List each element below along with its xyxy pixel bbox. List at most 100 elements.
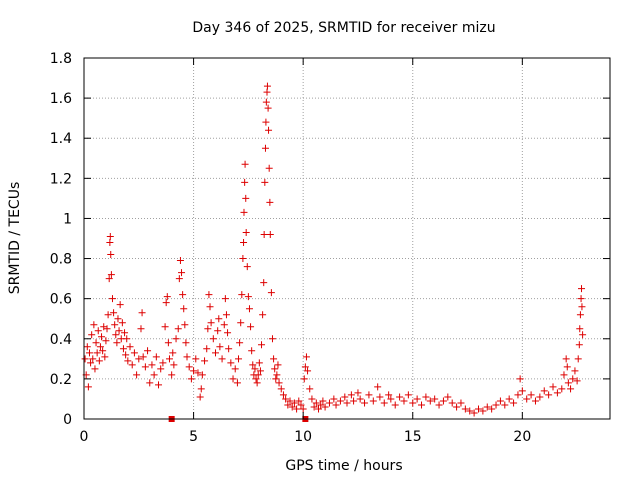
plus-marker — [187, 375, 195, 383]
plus-marker — [89, 355, 97, 363]
plus-marker — [549, 383, 557, 391]
plus-marker — [270, 355, 278, 363]
plus-marker — [138, 309, 146, 317]
x-tick-label: 0 — [80, 429, 89, 445]
plus-marker — [332, 401, 340, 409]
plus-marker — [222, 311, 230, 319]
plus-marker — [302, 353, 310, 361]
plus-marker — [114, 315, 122, 323]
plus-marker — [295, 397, 303, 405]
plus-marker — [518, 387, 526, 395]
plus-marker — [272, 375, 280, 383]
plus-marker — [181, 321, 189, 329]
plus-marker — [150, 371, 158, 379]
plus-marker — [325, 399, 333, 407]
plot-frame — [83, 57, 611, 420]
plus-marker — [135, 355, 143, 363]
plus-marker — [87, 359, 95, 367]
grid-lines — [84, 58, 610, 419]
plus-marker — [95, 357, 103, 365]
plus-marker — [531, 397, 539, 405]
plus-marker — [205, 291, 213, 299]
plus-marker — [197, 385, 205, 393]
plus-marker — [267, 289, 275, 297]
plus-marker — [479, 407, 487, 415]
plus-marker — [103, 325, 111, 333]
plus-marker — [284, 401, 292, 409]
plus-marker — [247, 323, 255, 331]
plus-marker — [577, 295, 585, 303]
plus-marker — [263, 82, 271, 90]
plus-marker — [488, 405, 496, 413]
plus-marker — [190, 367, 198, 375]
plus-marker — [88, 331, 96, 339]
plus-marker — [330, 395, 338, 403]
plus-marker — [98, 333, 106, 341]
plus-marker — [268, 335, 276, 343]
plus-marker — [178, 269, 186, 277]
plus-marker — [262, 118, 270, 126]
plus-marker — [404, 391, 412, 399]
plus-marker — [560, 371, 568, 379]
plus-marker — [306, 385, 314, 393]
y-tick-label: 0.8 — [50, 252, 72, 268]
plus-marker — [396, 393, 404, 401]
plus-marker — [266, 230, 274, 238]
plus-marker — [567, 385, 575, 393]
plus-marker — [563, 363, 571, 371]
plus-marker — [203, 345, 211, 353]
plus-marker — [293, 405, 301, 413]
plus-marker — [241, 160, 249, 168]
plus-marker — [221, 295, 229, 303]
plus-marker — [574, 355, 582, 363]
plus-marker — [183, 353, 191, 361]
plus-marker — [214, 327, 222, 335]
plus-marker — [218, 355, 226, 363]
plus-marker — [356, 395, 364, 403]
x-tick-label: 10 — [294, 429, 312, 445]
plus-marker — [162, 299, 170, 307]
x-tick-label: 20 — [513, 429, 531, 445]
plus-marker — [400, 397, 408, 405]
plus-marker — [564, 379, 572, 387]
plus-marker — [229, 375, 237, 383]
plus-marker — [274, 361, 282, 369]
plus-marker — [312, 399, 320, 407]
y-tick-label: 0 — [63, 412, 72, 428]
plus-marker — [204, 325, 212, 333]
plus-marker — [249, 361, 257, 369]
y-tick-label: 0.2 — [50, 372, 72, 388]
plus-marker — [336, 397, 344, 405]
plus-marker — [233, 379, 241, 387]
plus-marker — [152, 353, 160, 361]
plus-marker — [258, 341, 266, 349]
plus-marker — [148, 361, 156, 369]
y-tick-label: 1.6 — [50, 91, 72, 107]
plus-marker — [245, 305, 253, 313]
plus-marker — [444, 393, 452, 401]
plus-marker — [483, 403, 491, 411]
plus-marker — [501, 401, 509, 409]
plus-marker — [409, 399, 417, 407]
plus-marker — [315, 405, 323, 413]
plus-marker — [248, 347, 256, 355]
plus-marker — [101, 353, 109, 361]
plus-marker — [265, 164, 273, 172]
plus-marker — [196, 393, 204, 401]
plus-marker — [93, 349, 101, 357]
plus-marker — [341, 393, 349, 401]
plus-marker — [215, 315, 223, 323]
plus-marker — [492, 401, 500, 409]
plus-marker — [431, 395, 439, 403]
plus-marker — [85, 349, 93, 357]
plus-marker — [569, 375, 577, 383]
plus-marker — [176, 257, 184, 265]
plus-marker — [304, 367, 312, 375]
plus-marker — [579, 331, 587, 339]
plus-marker — [253, 379, 261, 387]
plus-marker — [180, 305, 188, 313]
plus-marker — [255, 359, 263, 367]
plus-marker — [165, 355, 173, 363]
plus-marker — [235, 355, 243, 363]
